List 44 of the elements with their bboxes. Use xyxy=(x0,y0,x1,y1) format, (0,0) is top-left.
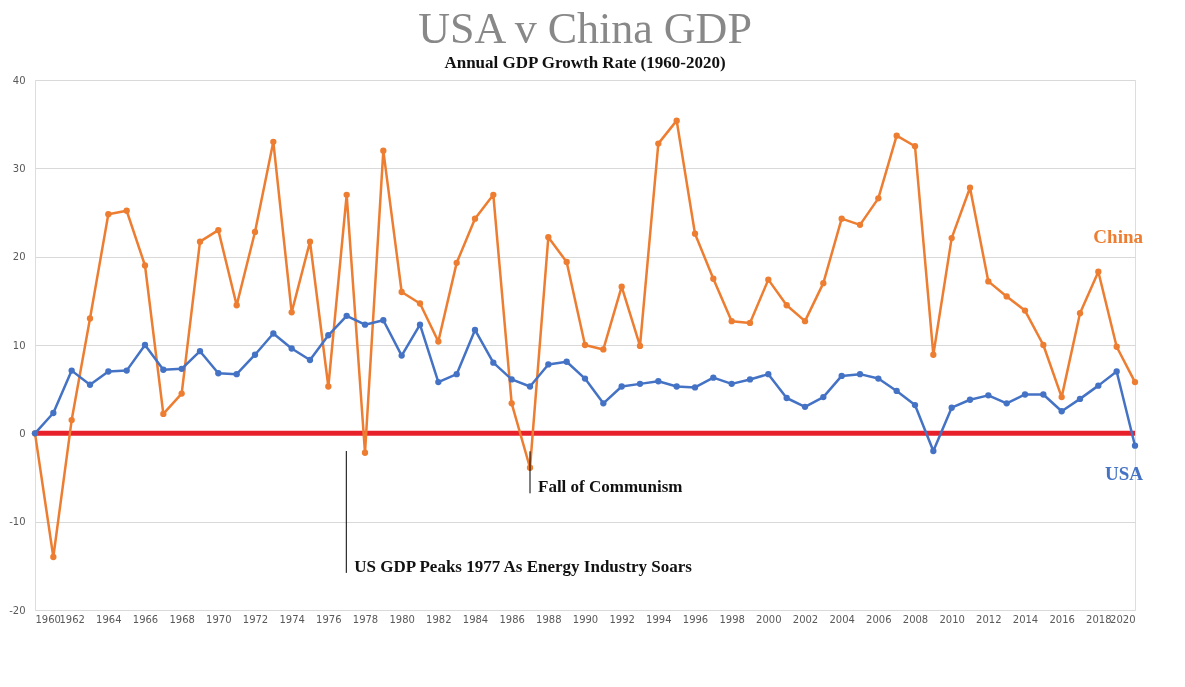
x-tick-label: 1970 xyxy=(206,613,232,625)
x-tick-label: 1978 xyxy=(352,613,379,625)
chart-title: USA v China GDP xyxy=(418,4,752,53)
x-tick-label: 1994 xyxy=(646,613,672,625)
y-tick-label: 40 xyxy=(12,74,26,86)
y-tick-label: 10 xyxy=(12,339,26,351)
x-tick-label: 2008 xyxy=(902,613,929,625)
x-tick-label: 1964 xyxy=(96,613,122,625)
x-tick-label: 1982 xyxy=(426,613,452,625)
x-tick-label: 1980 xyxy=(389,613,415,625)
x-tick-label: 1960 xyxy=(35,613,61,625)
x-tick-label: 2000 xyxy=(756,613,782,625)
x-tick-label: 1968 xyxy=(169,613,195,625)
x-tick-label: 1966 xyxy=(132,613,159,625)
x-tick-label: 1974 xyxy=(279,613,305,625)
x-tick-label: 1992 xyxy=(609,613,635,625)
x-tick-label: 1996 xyxy=(682,613,709,625)
x-tick-label: 2012 xyxy=(976,613,1002,625)
x-tick-label: 1986 xyxy=(499,613,525,625)
y-tick-label: -20 xyxy=(9,604,26,616)
y-tick-label: 0 xyxy=(19,427,26,439)
x-tick-label: 1990 xyxy=(572,613,599,625)
x-tick-label: 1998 xyxy=(719,613,745,625)
x-tick-label: 2018 xyxy=(1086,613,1112,625)
x-tick-label: 2002 xyxy=(792,613,819,625)
x-tick-label: 2020 xyxy=(1110,613,1136,625)
x-tick-label: 2006 xyxy=(866,613,892,625)
x-tick-label: 1972 xyxy=(242,613,269,625)
annotation: US GDP Peaks 1977 As Energy Industry Soars xyxy=(354,556,693,576)
x-tick-label: 1988 xyxy=(536,613,562,625)
y-tick-label: 30 xyxy=(12,162,26,174)
y-tick-label: -10 xyxy=(9,516,26,528)
series-label: USA xyxy=(1104,462,1144,484)
series-label: China xyxy=(1093,226,1144,248)
x-tick-label: 2010 xyxy=(939,613,965,625)
x-tick-label: 1976 xyxy=(316,613,342,625)
x-tick-label: 2004 xyxy=(829,613,855,625)
chart-subtitle: Annual GDP Growth Rate (1960-2020) xyxy=(444,53,726,72)
x-tick-label: 2014 xyxy=(1012,613,1039,625)
x-tick-label: 2016 xyxy=(1049,613,1075,625)
annotation: Fall of Communism xyxy=(538,477,683,497)
x-tick-label: 1962 xyxy=(59,613,85,625)
x-tick-label: 1984 xyxy=(462,613,489,625)
y-tick-label: 20 xyxy=(12,251,26,263)
